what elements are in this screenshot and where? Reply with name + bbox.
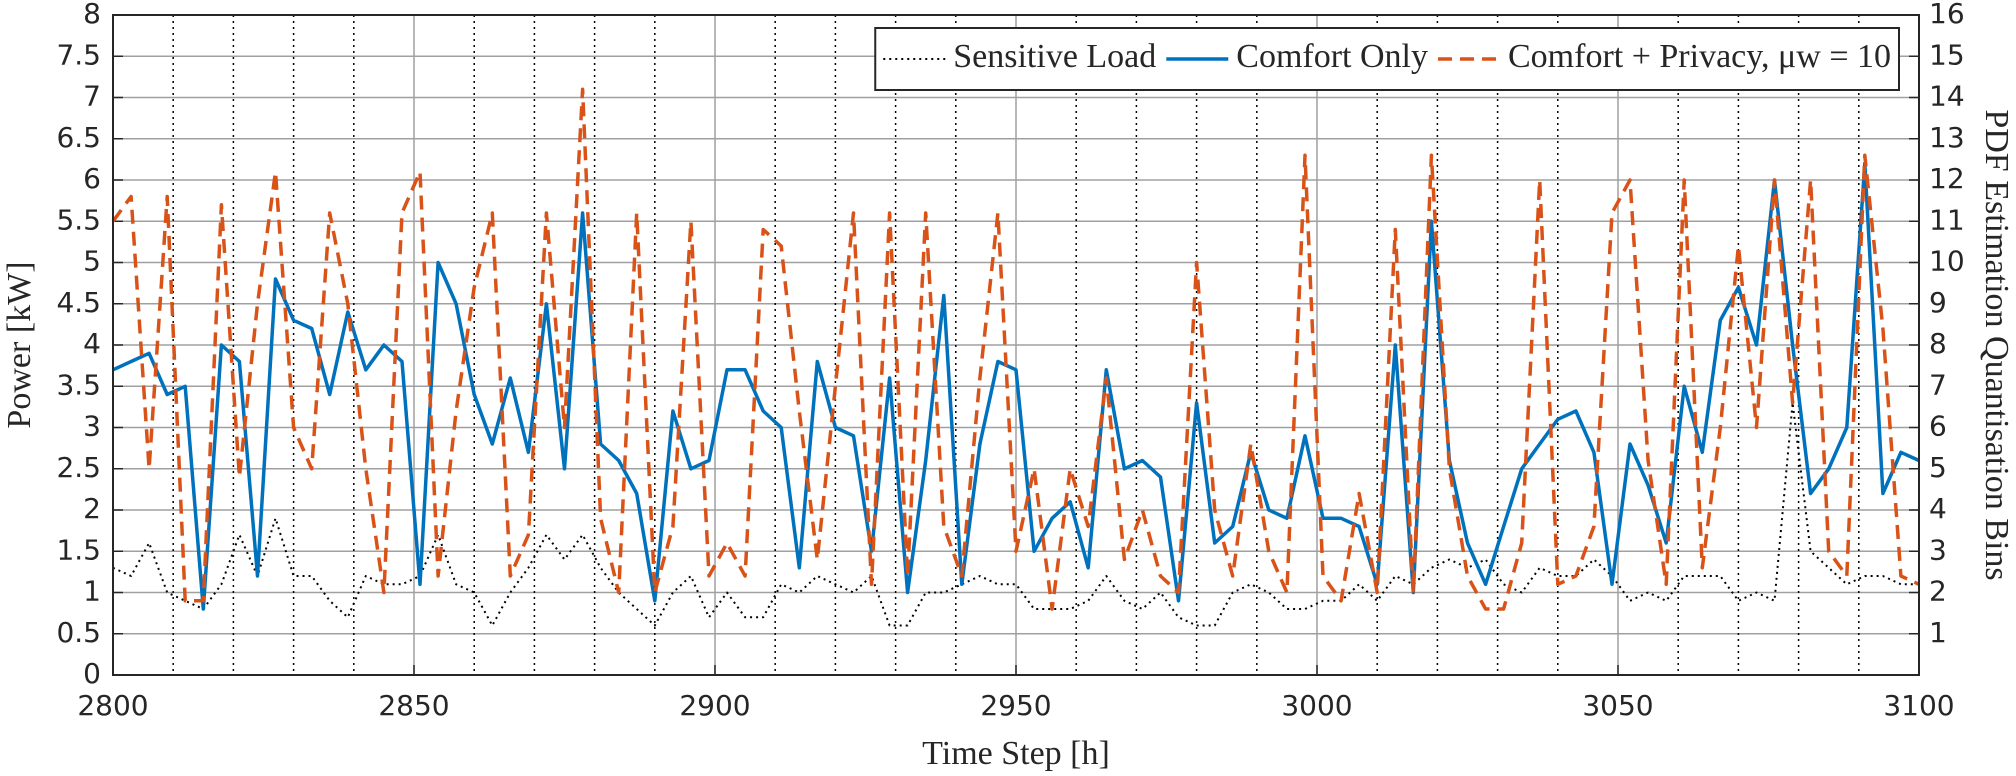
y-tick-label: 5 — [83, 245, 101, 278]
y-tick-label: 1.5 — [56, 533, 101, 566]
y2-tick-label: 14 — [1929, 80, 1965, 113]
y-tick-label: 7.5 — [56, 38, 101, 71]
legend: Sensitive Load Comfort Only Comfort + Priv… — [874, 27, 1900, 91]
y2-tick-label: 8 — [1929, 327, 1947, 360]
y2-tick-label: 16 — [1929, 0, 1965, 30]
y2-tick-label: 11 — [1929, 203, 1965, 236]
y-tick-label: 7 — [83, 80, 101, 113]
x-tick-label: 2850 — [378, 689, 449, 722]
y2-axis-label: PDF Estimation Quantisation Bins — [1978, 109, 2015, 580]
x-tick-label: 3000 — [1281, 689, 1352, 722]
y2-tick-label: 15 — [1929, 38, 1965, 71]
x-tick-label: 2800 — [77, 689, 148, 722]
series-line — [112, 161, 1920, 611]
y2-tick-label: 12 — [1929, 162, 1965, 195]
x-tick-label: 2900 — [679, 689, 750, 722]
y-tick-label: 3.5 — [56, 368, 101, 401]
x-tick-label: 3100 — [1883, 689, 1954, 722]
y-tick-label: 0 — [83, 657, 101, 690]
legend-label: Comfort Only — [1236, 38, 1428, 75]
y2-tick-label: 7 — [1929, 368, 1947, 401]
x-tick-label: 2950 — [980, 689, 1051, 722]
y2-tick-label: 6 — [1929, 410, 1947, 443]
y2-tick-label: 2 — [1929, 575, 1947, 608]
x-axis-label: Time Step [h] — [922, 735, 1110, 772]
y-tick-label: 4.5 — [56, 286, 101, 319]
x-tick-label: 3050 — [1582, 689, 1653, 722]
legend-label: Comfort + Privacy, μw = 10 — [1508, 38, 1891, 75]
legend-box — [874, 27, 1900, 91]
y-tick-label: 3 — [83, 410, 101, 443]
y-tick-label: 6 — [83, 162, 101, 195]
y-tick-label: 6.5 — [56, 121, 101, 154]
y2-tick-label: 10 — [1929, 245, 1965, 278]
y-tick-label: 2 — [83, 492, 101, 525]
y2-tick-label: 3 — [1929, 533, 1947, 566]
y2-tick-label: 4 — [1929, 492, 1947, 525]
y-tick-label: 5.5 — [56, 203, 101, 236]
y2-tick-label: 5 — [1929, 451, 1947, 484]
y-tick-label: 4 — [83, 327, 101, 360]
y-tick-label: 0.5 — [56, 616, 101, 649]
series-line — [111, 87, 1920, 611]
plot-frame — [112, 14, 1920, 676]
y2-tick-label: 1 — [1929, 616, 1947, 649]
y-tick-label: 1 — [83, 575, 101, 608]
y-tick-label: 2.5 — [56, 451, 101, 484]
y2-tick-label: 13 — [1929, 121, 1965, 154]
y-tick-label: 8 — [83, 0, 101, 30]
legend-label: Sensitive Load — [953, 38, 1156, 75]
y2-tick-label: 9 — [1929, 286, 1947, 319]
y-axis-label: Power [kW] — [1, 261, 38, 428]
